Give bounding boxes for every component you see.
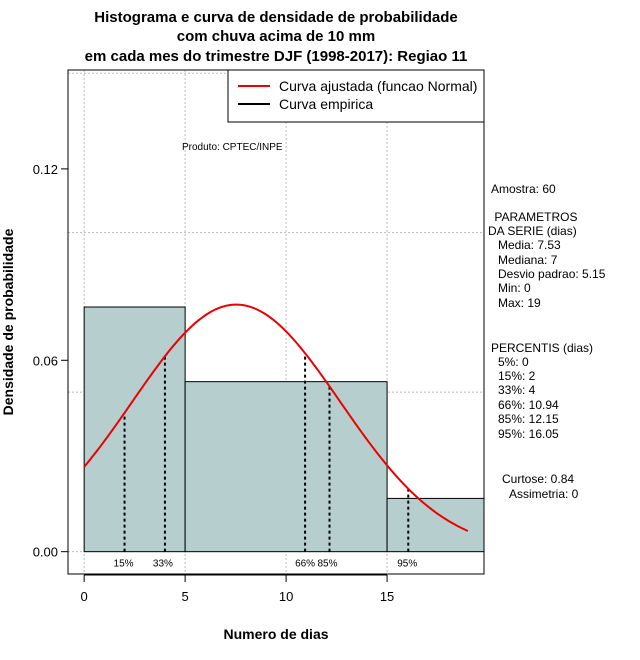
legend-label-fitted: Curva ajustada (funcao Normal) xyxy=(279,78,477,94)
param-sd: Desvio padrao: 5.15 xyxy=(498,267,606,281)
histogram-bar-1 xyxy=(184,381,388,553)
percentile-label-85: 85% xyxy=(318,559,338,570)
percentis-header: PERCENTIS (dias) xyxy=(491,341,593,355)
histogram-bar-0 xyxy=(83,306,186,553)
percentil-15: 15%: 2 xyxy=(498,369,536,383)
x-tick-label: 0 xyxy=(81,589,88,604)
normal-curve-layer xyxy=(83,303,469,532)
param-median: Mediana: 7 xyxy=(498,253,558,267)
percentil-5: 5%: 0 xyxy=(498,355,529,369)
legend: Curva ajustada (funcao Normal) Curva emp… xyxy=(227,69,485,123)
legend-label-empirical: Curva empirica xyxy=(279,96,373,112)
normal-curve xyxy=(83,303,469,532)
percentil-33: 33%: 4 xyxy=(498,383,536,397)
percentil-66: 66%: 10.94 xyxy=(498,398,559,412)
param-max: Max: 19 xyxy=(498,296,541,310)
histogram-bars xyxy=(83,306,485,553)
chart-title-line-2: com chuva acima de 10 mm xyxy=(177,28,375,45)
statistics-panel: Amostra: 60 PARAMETROS DA SERIE (dias) M… xyxy=(488,182,606,501)
legend-box xyxy=(227,69,485,123)
percentile-label-95: 95% xyxy=(397,559,417,570)
x-axis-title: Numero de dias xyxy=(223,626,328,642)
y-tick-label: 0.06 xyxy=(33,353,58,368)
skewness: Assimetria: 0 xyxy=(509,487,579,501)
x-tick-label: 5 xyxy=(182,589,189,604)
params-header-1: PARAMETROS xyxy=(491,210,577,224)
percentile-label-66: 66% xyxy=(295,559,315,570)
sample-size: Amostra: 60 xyxy=(491,182,556,196)
param-mean: Media: 7.53 xyxy=(498,238,561,252)
percentile-label-33: 33% xyxy=(153,559,173,570)
y-tick-label: 0.12 xyxy=(33,162,58,177)
percentile-lines: 15% 33% 66% 85% 95% xyxy=(114,353,417,570)
percentil-95: 95%: 16.05 xyxy=(498,427,559,441)
x-tick-label: 10 xyxy=(279,589,293,604)
chart-title-line-3: em cada mes do trimestre DJF (1998-2017)… xyxy=(85,48,468,65)
x-tick-label: 15 xyxy=(380,589,394,604)
y-axis-title: Densidade de probabilidade xyxy=(0,228,16,415)
histogram-bar-2 xyxy=(386,497,485,553)
percentile-label-15: 15% xyxy=(114,559,134,570)
kurtosis: Curtose: 0.84 xyxy=(502,472,574,486)
params-header-2: DA SERIE (dias) xyxy=(488,224,577,238)
y-tick-label: 0.00 xyxy=(33,545,58,560)
chart-title-line-1: Histograma e curva de densidade de proba… xyxy=(94,9,457,26)
param-min: Min: 0 xyxy=(498,281,531,295)
percentil-85: 85%: 12.15 xyxy=(498,412,559,426)
product-annotation: Produto: CPTEC/INPE xyxy=(182,142,283,153)
